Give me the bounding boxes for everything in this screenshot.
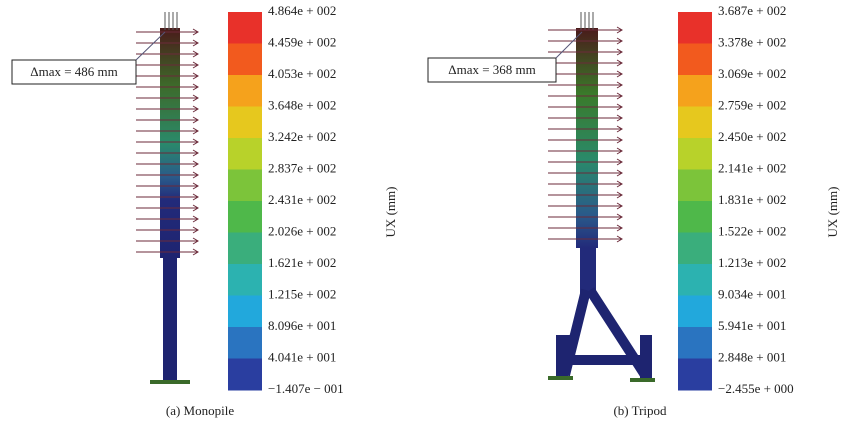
colorbar-band [678, 75, 712, 107]
colorbar-label: 1.831e + 002 [718, 192, 786, 207]
colorbar-band [228, 359, 262, 391]
colorbar-band [228, 107, 262, 139]
colorbar-band [678, 44, 712, 76]
colorbar-label: −1.407e − 001 [268, 381, 344, 396]
colorbar-label: 4.864e + 002 [268, 3, 336, 18]
tripod-model [548, 12, 655, 380]
annotation: Δmax = 368 mm [448, 62, 536, 77]
colorbar-label: 2.431e + 002 [268, 192, 336, 207]
colorbar-label: 4.041e + 001 [268, 349, 336, 364]
colorbar-band [678, 296, 712, 328]
figure: Δmax = 486 mm Δmax = 368 mm (a) Monopile… [0, 0, 842, 426]
colorbar-label: 2.837e + 002 [268, 160, 336, 175]
colorbar-band [228, 201, 262, 233]
colorbar-label: 2.450e + 002 [718, 129, 786, 144]
colorbar-band [228, 12, 262, 44]
colorbar-band [678, 107, 712, 139]
axis-label: UX (mm) [825, 187, 840, 238]
colorbar-band [678, 264, 712, 296]
annotation: Δmax = 486 mm [30, 64, 118, 79]
colorbar-band [228, 75, 262, 107]
colorbar-label: 3.242e + 002 [268, 129, 336, 144]
colorbar-band [678, 170, 712, 202]
colorbar-label: 2.026e + 002 [268, 223, 336, 238]
colorbar-label: 1.522e + 002 [718, 223, 786, 238]
colorbar-label: −2.455e + 000 [718, 381, 794, 396]
colorbar-band [678, 201, 712, 233]
colorbar-label: 2.759e + 002 [718, 97, 786, 112]
colorbar-band [678, 327, 712, 359]
colorbar-label: 1.621e + 002 [268, 255, 336, 270]
colorbar-band [678, 233, 712, 265]
axis-label: UX (mm) [383, 187, 398, 238]
colorbar-band [228, 233, 262, 265]
colorbar-label: 3.378e + 002 [718, 34, 786, 49]
colorbar-band [228, 44, 262, 76]
colorbar-band [228, 264, 262, 296]
colorbar-label: 3.648e + 002 [268, 97, 336, 112]
monopile-model [136, 12, 198, 382]
colorbar-label: 3.687e + 002 [718, 3, 786, 18]
colorbar-label: 1.215e + 002 [268, 286, 336, 301]
caption: (a) Monopile [166, 403, 234, 418]
colorbar-label: 8.096e + 001 [268, 318, 336, 333]
colorbar-label: 2.848e + 001 [718, 349, 786, 364]
caption: (b) Tripod [613, 403, 667, 418]
colorbar-label: 9.034e + 001 [718, 286, 786, 301]
colorbar-label: 3.069e + 002 [718, 66, 786, 81]
colorbar-band [228, 296, 262, 328]
colorbar-label: 5.941e + 001 [718, 318, 786, 333]
colorbar-band [228, 170, 262, 202]
colorbar-label: 4.053e + 002 [268, 66, 336, 81]
colorbar-band [228, 327, 262, 359]
colorbar-label: 4.459e + 002 [268, 34, 336, 49]
colorbar-label: 2.141e + 002 [718, 160, 786, 175]
colorbar-band [678, 12, 712, 44]
colorbar-label: 1.213e + 002 [718, 255, 786, 270]
colorbar-band [678, 138, 712, 170]
colorbar-band [678, 359, 712, 391]
colorbar-band [228, 138, 262, 170]
